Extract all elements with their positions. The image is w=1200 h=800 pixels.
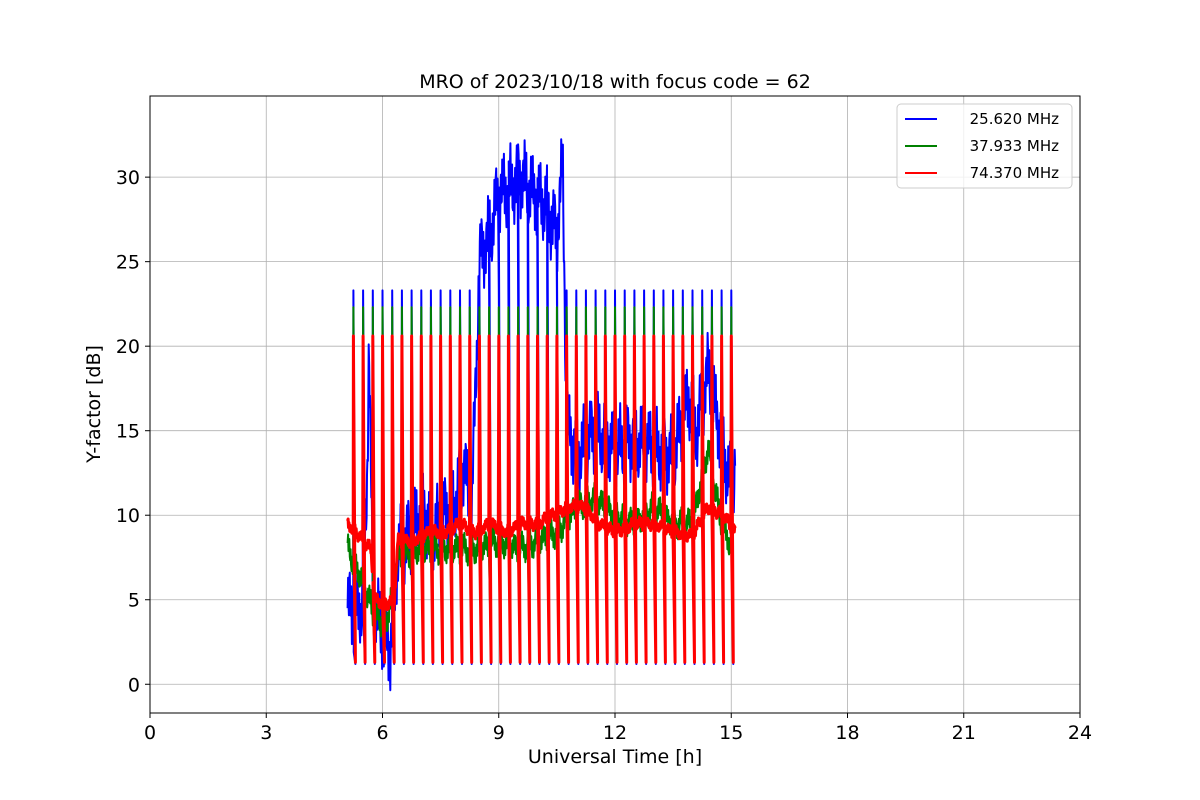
- y-tick-label: 25: [116, 252, 140, 274]
- x-tick-label: 9: [493, 722, 505, 744]
- series-line: [346, 334, 737, 664]
- x-tick-label: 0: [144, 722, 156, 744]
- x-tick-label: 3: [260, 722, 272, 744]
- legend-label: 37.933 MHz: [970, 137, 1059, 155]
- x-axis-label: Universal Time [h]: [528, 746, 702, 768]
- x-tick-label: 6: [376, 722, 388, 744]
- legend-label: 25.620 MHz: [970, 110, 1059, 128]
- y-axis-label: Y-factor [dB]: [83, 345, 105, 464]
- legend-label: 74.370 MHz: [970, 164, 1059, 182]
- y-tick-label: 20: [116, 336, 140, 358]
- y-tick-label: 30: [116, 167, 140, 189]
- y-tick-label: 0: [128, 674, 140, 696]
- x-tick-label: 18: [835, 722, 859, 744]
- y-tick-label: 10: [116, 505, 140, 527]
- y-tick-label: 15: [116, 421, 140, 443]
- plot-area: [346, 138, 737, 692]
- x-tick-label: 21: [952, 722, 976, 744]
- ticks: 0 3 6 9 12 15 18 21 24 0 5 10 15 20 25 30: [116, 167, 1092, 744]
- x-tick-label: 12: [603, 722, 627, 744]
- x-tick-label: 24: [1068, 722, 1092, 744]
- x-tick-label: 15: [719, 722, 743, 744]
- legend-box: [896, 103, 1073, 189]
- legend: 25.620 MHz 37.933 MHz 74.370 MHz: [896, 103, 1073, 189]
- chart-title: MRO of 2023/10/18 with focus code = 62: [419, 71, 811, 93]
- y-tick-label: 5: [128, 590, 140, 612]
